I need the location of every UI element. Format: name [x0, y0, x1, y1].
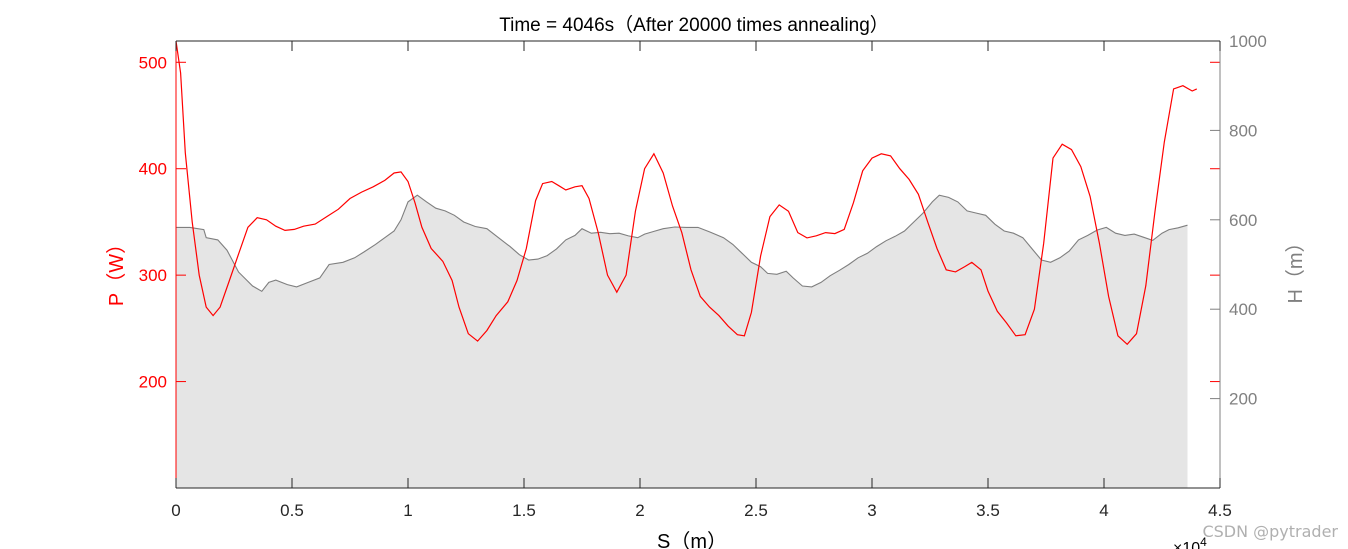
x-tick-label: 2	[635, 501, 644, 520]
x-exponent-base: ×10	[1173, 540, 1200, 549]
elevation-line	[176, 194, 1188, 293]
x-axis-label: S（m）	[657, 530, 727, 549]
left-axis-label: P（W）	[105, 234, 128, 306]
right-tick-label: 800	[1229, 121, 1257, 140]
right-tick-label: 400	[1229, 300, 1257, 319]
x-tick-label: 0	[171, 501, 180, 520]
right-tick-label: 600	[1229, 211, 1257, 230]
left-y-axis: 200 300 400 500	[139, 41, 1220, 488]
x-tick-label: 0.5	[280, 501, 304, 520]
right-axis-label: H（m）	[1284, 232, 1307, 303]
x-tick-label: 3	[867, 501, 876, 520]
x-tick-label: 4.5	[1208, 501, 1232, 520]
left-tick-label: 300	[139, 266, 167, 285]
x-tick-label: 1	[403, 501, 412, 520]
watermark: CSDN @pytrader	[1202, 522, 1338, 541]
plot-area	[175, 40, 1198, 488]
x-exponent-label: ×104	[1173, 535, 1207, 549]
chart-title: Time = 4046s（After 20000 times annealing…	[499, 14, 889, 36]
x-exponent-power: 4	[1200, 535, 1207, 549]
x-tick-label: 3.5	[976, 501, 1000, 520]
right-tick-label: 200	[1229, 390, 1257, 409]
x-tick-label: 2.5	[744, 501, 768, 520]
left-tick-label: 200	[139, 373, 167, 392]
left-tick-label: 400	[139, 160, 167, 179]
power-line	[175, 40, 1198, 346]
right-y-axis: 200 400 600 800 1000	[1210, 32, 1267, 488]
elevation-area-fill	[176, 195, 1188, 488]
x-tick-label: 1.5	[512, 501, 536, 520]
x-axis: 0 0.5 1 1.5 2 2.5 3 3.5 4 4.5	[171, 40, 1232, 520]
x-tick-label: 4	[1099, 501, 1108, 520]
right-tick-label: 1000	[1229, 32, 1267, 51]
left-tick-label: 500	[139, 53, 167, 72]
